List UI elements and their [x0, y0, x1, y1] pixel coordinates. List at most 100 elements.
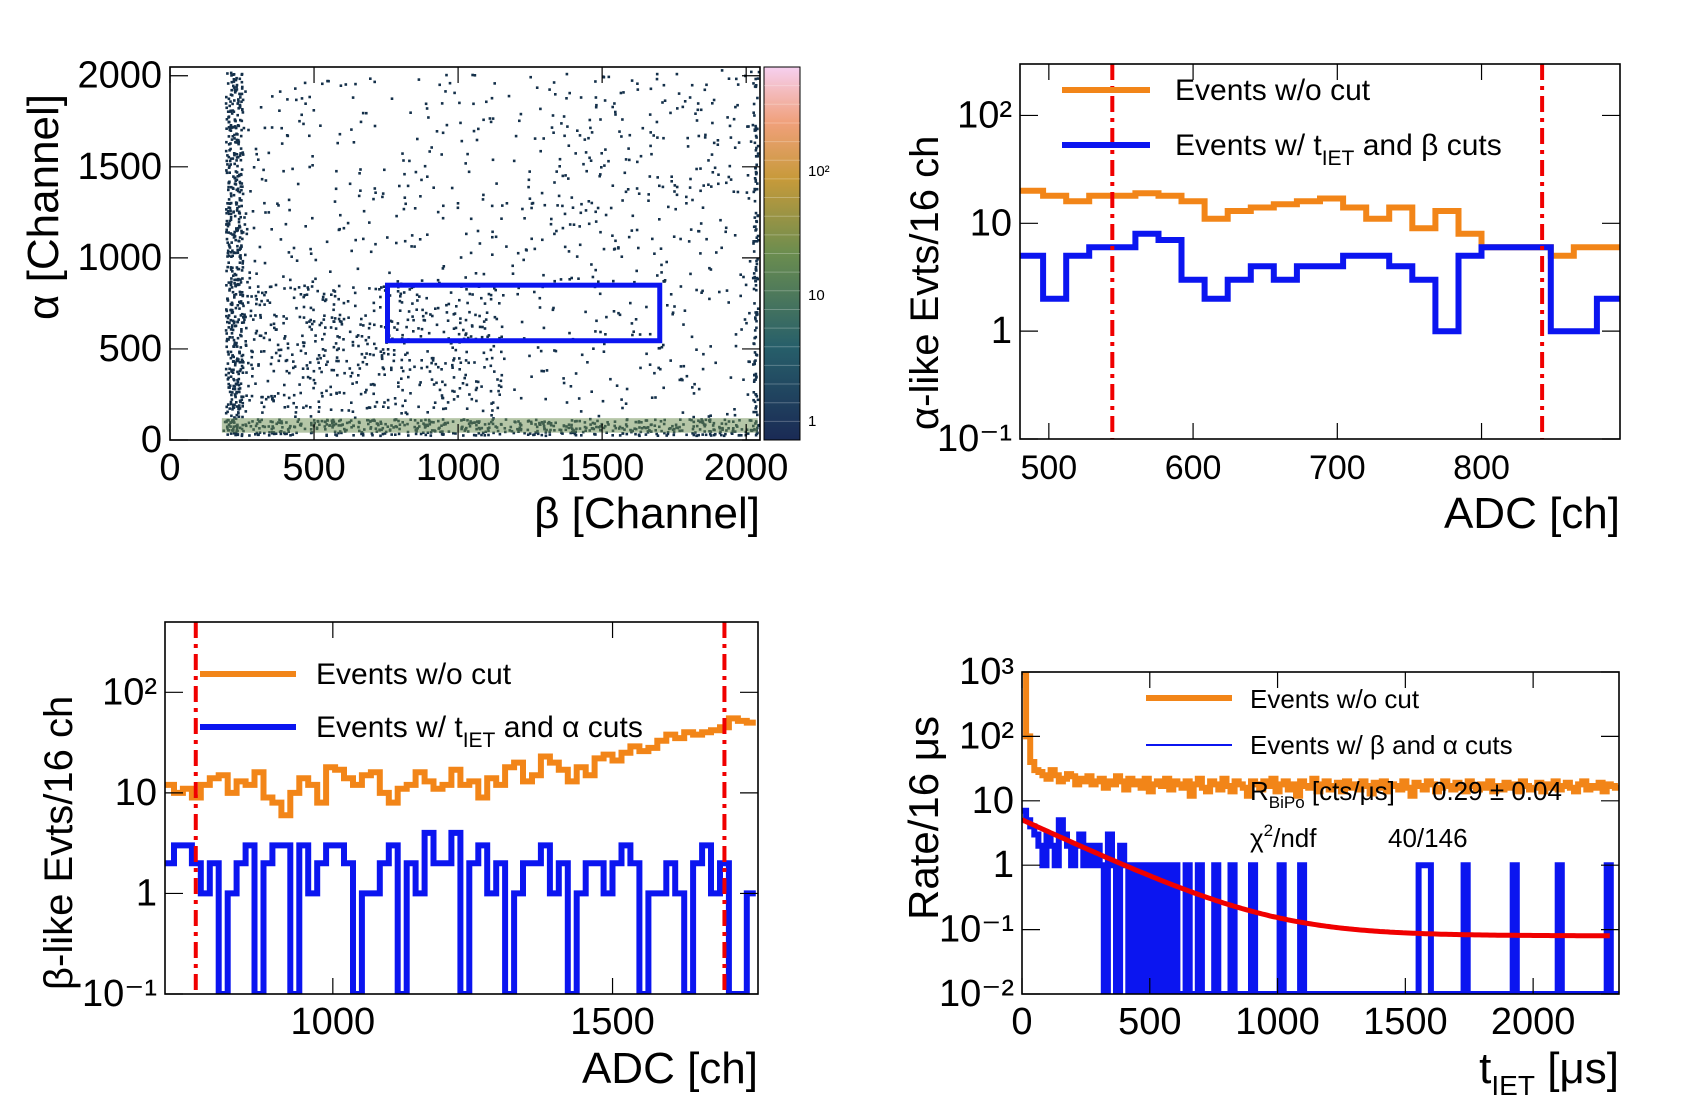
scatter-point [522, 258, 525, 262]
scatter-point [304, 352, 307, 355]
scatter-point [562, 377, 565, 380]
scatter-point [744, 283, 748, 287]
scatter-point [740, 434, 743, 437]
scatter-point [408, 288, 412, 291]
scatter-point [235, 156, 239, 159]
scatter-point [613, 102, 616, 105]
scatter-point [536, 346, 540, 349]
p1-ytick-label: 1000 [77, 237, 162, 279]
scatter-point [227, 97, 231, 101]
scatter-point [249, 314, 253, 318]
scatter-point [757, 423, 760, 427]
scatter-point [383, 373, 386, 376]
scatter-point [339, 213, 342, 217]
scatter-point [753, 360, 756, 363]
scatter-point [263, 201, 266, 205]
scatter-point [742, 378, 745, 381]
scatter-point [659, 367, 662, 371]
scatter-point [612, 248, 616, 251]
scatter-point [520, 320, 524, 324]
scatter-point [235, 345, 239, 348]
scatter-point [398, 299, 402, 303]
scatter-point [445, 73, 448, 77]
scatter-point [519, 396, 523, 400]
scatter-point [478, 325, 482, 329]
scatter-point [227, 222, 231, 225]
scatter-point [430, 361, 433, 365]
scatter-point [337, 431, 340, 435]
scatter-point [432, 383, 436, 386]
scatter-point [236, 175, 240, 178]
scatter-point [379, 306, 382, 309]
scatter-point [419, 335, 423, 338]
scatter-point [259, 106, 263, 109]
scatter-point [292, 360, 295, 363]
scatter-point [543, 203, 547, 207]
scatter-point [699, 108, 703, 112]
scatter-point [227, 314, 231, 317]
p4-xtick-label: 500 [1118, 1001, 1181, 1043]
scatter-point [618, 313, 622, 317]
scatter-point [236, 357, 239, 360]
scatter-point [757, 70, 760, 74]
scatter-point [372, 353, 375, 357]
scatter-point [542, 137, 545, 140]
scatter-point [353, 291, 357, 295]
scatter-point [295, 259, 299, 262]
scatter-point [635, 269, 638, 273]
scatter-point [617, 247, 620, 250]
p1-frame [169, 66, 761, 441]
scatter-point [323, 314, 326, 317]
scatter-point [372, 392, 375, 396]
scatter-point [603, 164, 606, 167]
scatter-point [329, 408, 333, 411]
scatter-point [294, 87, 297, 90]
scatter-point [754, 316, 757, 319]
scatter-point [671, 311, 675, 314]
scatter-point [269, 285, 273, 288]
scatter-point [250, 295, 253, 298]
scatter-point [231, 233, 234, 236]
scatter-point [490, 402, 493, 405]
scatter-point [299, 391, 302, 395]
scatter-point [239, 172, 243, 176]
scatter-point [236, 320, 240, 324]
scatter-point [563, 212, 567, 216]
scatter-point [237, 318, 240, 321]
scatter-point [377, 373, 381, 376]
scatter-point [440, 368, 443, 371]
scatter-point [425, 296, 428, 300]
scatter-point [273, 395, 276, 398]
scatter-point [310, 285, 314, 288]
scatter-point [338, 320, 342, 323]
scatter-point [231, 270, 234, 273]
scatter-point [229, 163, 232, 166]
scatter-point [553, 232, 556, 236]
scatter-point [309, 406, 312, 409]
scatter-point [688, 96, 692, 99]
scatter-point [602, 350, 606, 353]
scatter-point [232, 384, 235, 388]
scatter-point [337, 347, 340, 350]
scatter-point [424, 311, 428, 315]
scatter-point [262, 168, 265, 172]
scatter-point [226, 72, 229, 75]
scatter-point [621, 406, 624, 410]
scatter-point [238, 387, 242, 390]
scatter-point [550, 217, 553, 221]
scatter-point [365, 352, 368, 355]
scatter-point [755, 163, 758, 167]
scatter-point [474, 313, 477, 317]
scatter-point [311, 280, 315, 283]
series-events-without-cut [1022, 672, 1619, 799]
scatter-point [360, 335, 364, 338]
scatter-point [247, 384, 250, 388]
scatter-point [598, 292, 602, 296]
scatter-point [692, 392, 696, 395]
scatter-point [352, 141, 356, 144]
scatter-point [666, 304, 669, 307]
scatter-point [428, 150, 431, 153]
scatter-point [238, 290, 242, 294]
scatter-point [305, 404, 308, 408]
